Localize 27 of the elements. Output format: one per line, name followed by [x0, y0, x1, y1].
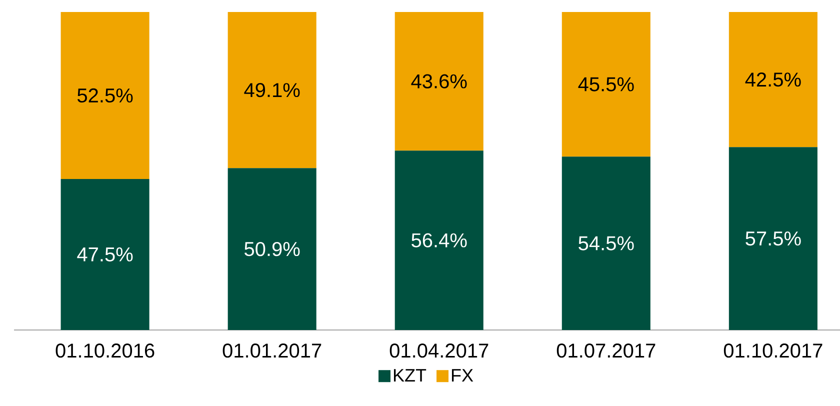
bar — [60, 12, 150, 179]
data-label: 43.6% — [411, 74, 467, 88]
bar — [60, 178, 150, 330]
legend-label: KZT — [394, 369, 426, 382]
bar — [394, 150, 484, 330]
x-tick-label: 01.01.2017 — [222, 344, 322, 358]
data-label: 52.5% — [77, 88, 133, 103]
bar — [562, 12, 650, 157]
data-label: 45.5% — [578, 77, 634, 92]
data-label: 57.5% — [746, 232, 801, 246]
data-label: 42.5% — [745, 72, 801, 87]
legend-label: FX — [452, 369, 474, 382]
bar — [228, 12, 316, 168]
bar — [394, 12, 484, 151]
bar — [228, 168, 316, 330]
data-label: 54.5% — [578, 236, 634, 250]
data-label: 50.9% — [244, 242, 300, 256]
data-label: 49.1% — [244, 82, 300, 98]
x-tick-label: 01.04.2017 — [390, 344, 488, 358]
data-label: 56.4% — [412, 233, 467, 248]
bar — [562, 156, 650, 330]
bar — [728, 12, 818, 148]
bar — [728, 147, 818, 330]
x-tick-label: 01.10.2017 — [724, 344, 822, 358]
x-tick-label: 01.07.2017 — [556, 344, 656, 358]
data-label: 47.5% — [77, 247, 133, 262]
x-tick-label: 01.10.2016 — [56, 344, 154, 358]
